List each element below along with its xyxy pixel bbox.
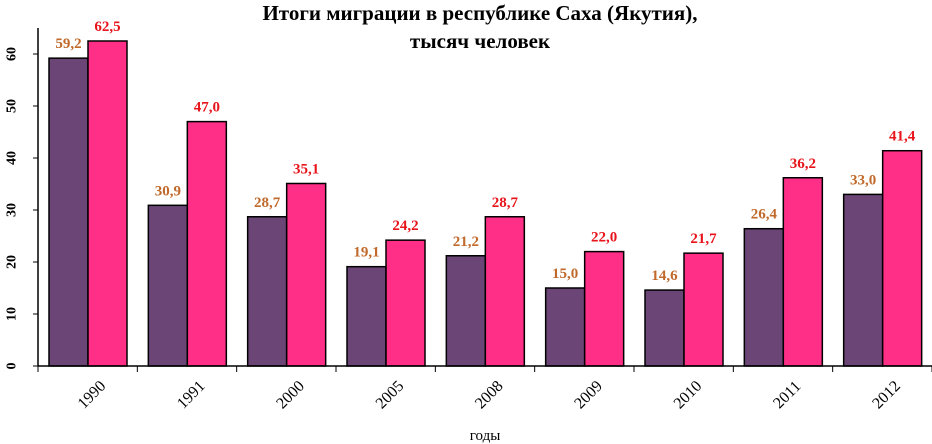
data-labels: 59,2 62,5 30,9 47,0 28,7 35,1 19,1 24,2 21,2 28,7… xyxy=(55,19,915,284)
bar xyxy=(583,250,625,367)
data-label: 15,0 xyxy=(552,266,578,282)
x-tick-label: 2010 xyxy=(671,378,706,413)
bar xyxy=(285,182,327,367)
data-label: 33,0 xyxy=(850,172,876,188)
data-label: 22,0 xyxy=(591,230,617,246)
bar xyxy=(484,216,526,367)
bar xyxy=(743,227,785,367)
data-label: 35,1 xyxy=(293,161,319,177)
bar xyxy=(782,177,824,367)
bars xyxy=(48,40,923,367)
bar xyxy=(544,287,586,367)
x-tick-label: 1990 xyxy=(75,378,110,413)
bar xyxy=(683,252,724,367)
y-tick-label: 30 xyxy=(5,203,20,217)
y-tick-label: 20 xyxy=(5,255,20,269)
data-label: 59,2 xyxy=(55,36,81,52)
x-tick-label: 2012 xyxy=(869,378,904,413)
bar xyxy=(87,40,128,367)
data-label: 41,4 xyxy=(889,129,916,145)
axes xyxy=(37,28,932,372)
bar xyxy=(346,265,387,367)
data-label: 30,9 xyxy=(155,183,181,199)
data-label: 26,4 xyxy=(751,207,778,223)
bar xyxy=(385,239,426,367)
x-axis-ticks: 1990 1991 2000 2005 2008 2009 2010 2011 2012 xyxy=(75,378,904,413)
data-label: 24,2 xyxy=(392,218,418,234)
x-tick-label: 2005 xyxy=(373,378,408,413)
bar xyxy=(644,289,685,367)
bar xyxy=(48,57,89,367)
y-tick-label: 40 xyxy=(5,151,20,165)
data-label: 47,0 xyxy=(194,100,220,116)
bar xyxy=(147,204,189,367)
data-label: 36,2 xyxy=(790,156,816,172)
bar xyxy=(246,216,288,367)
data-label: 21,7 xyxy=(690,231,717,247)
y-tick-label: 60 xyxy=(5,47,20,61)
data-label: 21,2 xyxy=(453,234,479,250)
y-axis-ticks: 0 10 20 30 40 50 60 xyxy=(5,47,38,370)
data-label: 14,6 xyxy=(651,268,678,284)
bar xyxy=(186,120,228,367)
x-tick-label: 2000 xyxy=(273,378,308,413)
y-tick-label: 50 xyxy=(5,99,20,113)
x-tick-label: 2011 xyxy=(770,378,804,412)
data-label: 28,7 xyxy=(254,195,281,211)
bar xyxy=(445,255,487,367)
y-tick-label: 10 xyxy=(5,307,20,321)
bar xyxy=(842,193,884,367)
chart-subtitle: тысяч человек xyxy=(410,29,551,53)
x-tick-label: 2008 xyxy=(472,378,507,413)
data-label: 62,5 xyxy=(94,19,120,35)
data-label: 28,7 xyxy=(492,195,519,211)
x-tick-label: 2009 xyxy=(571,378,606,413)
x-axis-label: годы xyxy=(470,428,501,444)
y-tick-label: 0 xyxy=(5,363,20,370)
data-label: 19,1 xyxy=(353,245,379,261)
chart-title: Итоги миграции в республике Саха (Якутия… xyxy=(262,1,697,25)
bar xyxy=(881,149,923,367)
x-tick-label: 1991 xyxy=(174,378,209,413)
